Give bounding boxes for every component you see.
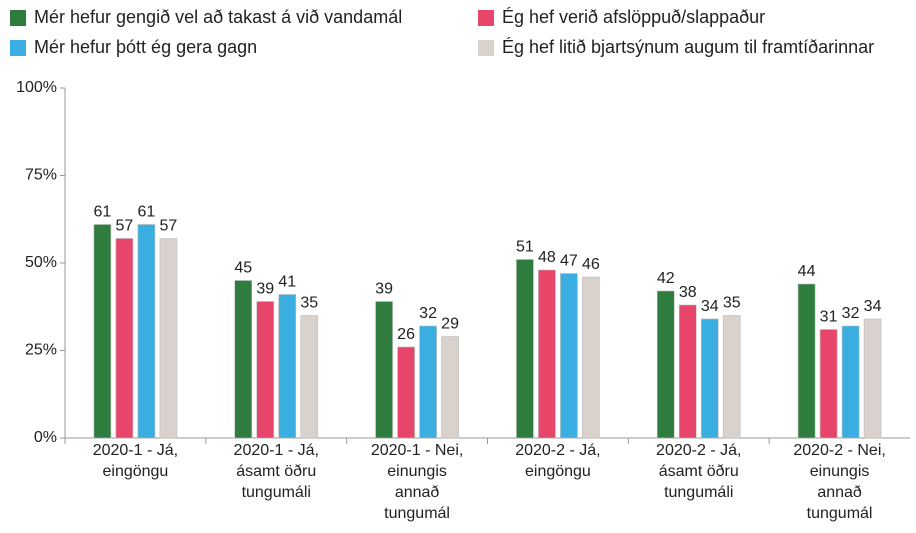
value-label: 31 — [820, 309, 838, 326]
value-label: 39 — [375, 281, 393, 298]
bar — [516, 259, 534, 439]
legend-label: Ég hef verið afslöppuð/slappaður — [502, 7, 765, 27]
x-tick-label: 2020-2 - Já, ásamt öðru tungumáli — [656, 442, 742, 501]
x-tick-label: 2020-1 - Já, ásamt öðru tungumáli — [233, 442, 319, 501]
value-label: 46 — [582, 256, 600, 273]
value-label: 26 — [397, 326, 415, 343]
bar — [159, 238, 178, 439]
value-label: 45 — [234, 260, 252, 277]
value-label: 32 — [842, 305, 860, 322]
bar — [278, 294, 297, 439]
value-label: 39 — [256, 281, 274, 298]
bar — [441, 336, 459, 439]
bar — [797, 283, 816, 439]
bar — [722, 315, 741, 439]
legend-swatch — [10, 40, 26, 56]
legend-label: Mér hefur þótt ég gera gagn — [34, 37, 257, 57]
value-label: 35 — [300, 295, 318, 312]
y-tick-label: 25% — [25, 342, 57, 359]
value-label: 61 — [94, 204, 112, 221]
value-label: 48 — [538, 249, 556, 266]
bar — [397, 346, 415, 439]
value-label: 34 — [864, 298, 882, 315]
x-tick-label: 2020-2 - Nei, einungis annað tungumál — [793, 442, 886, 522]
bar — [678, 304, 697, 439]
bar — [656, 290, 675, 439]
value-label: 44 — [798, 263, 816, 280]
value-label: 42 — [657, 270, 675, 287]
y-tick-label: 75% — [25, 167, 57, 184]
bar — [582, 276, 600, 439]
bar — [538, 269, 556, 439]
y-tick-label: 50% — [25, 254, 57, 271]
x-tick-label: 2020-1 - Já, eingöngu — [92, 442, 179, 480]
legend-swatch — [10, 10, 26, 26]
value-label: 35 — [723, 295, 741, 312]
value-label: 61 — [138, 204, 156, 221]
y-tick-label: 100% — [16, 79, 57, 96]
bar — [375, 301, 393, 439]
bar — [841, 325, 860, 439]
bar — [419, 325, 437, 439]
value-label: 41 — [278, 274, 296, 291]
value-label: 57 — [116, 218, 134, 235]
legend-swatch — [478, 40, 494, 56]
bar — [700, 318, 719, 439]
value-label: 57 — [160, 218, 178, 235]
legend-swatch — [478, 10, 494, 26]
y-tick-label: 0% — [34, 429, 57, 446]
value-label: 47 — [560, 253, 578, 270]
value-label: 32 — [419, 305, 437, 322]
value-label: 38 — [679, 284, 697, 301]
value-label: 34 — [701, 298, 719, 315]
bar — [234, 280, 253, 439]
value-label: 29 — [441, 316, 459, 333]
bar — [819, 329, 838, 439]
bar — [137, 224, 156, 439]
bar — [560, 273, 578, 439]
x-tick-label: 2020-2 - Já, eingöngu — [515, 442, 601, 480]
bar — [115, 238, 134, 439]
x-tick-label: 2020-1 - Nei, einungis annað tungumál — [370, 442, 464, 522]
value-label: 51 — [516, 239, 534, 256]
bar — [256, 301, 275, 439]
legend-label: Ég hef litið bjartsýnum augum til framtí… — [502, 37, 874, 57]
bar — [863, 318, 882, 439]
legend-label: Mér hefur gengið vel að takast á við van… — [34, 7, 402, 27]
bar — [300, 315, 319, 439]
bar — [93, 224, 112, 439]
